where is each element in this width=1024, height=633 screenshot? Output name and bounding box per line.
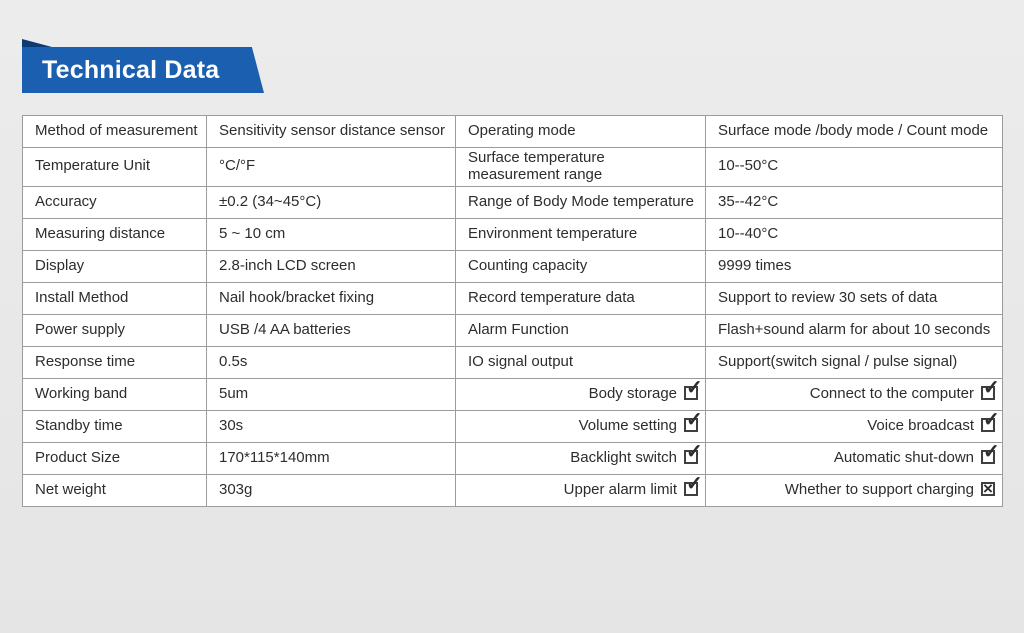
spec-value: 303g [206, 473, 456, 507]
checkbox-icon [981, 441, 1000, 464]
spec-label: Power supply [22, 313, 207, 347]
spec-label: Display [22, 249, 207, 283]
spec-label: Accuracy [22, 185, 207, 219]
spec-value: 2.8-inch LCD screen [206, 249, 456, 283]
spec-value: Support to review 30 sets of data [705, 281, 1003, 315]
feature-label: Automatic shut-down [833, 448, 974, 466]
spec-value: °C/°F [206, 147, 456, 187]
spec-label: Measuring distance [22, 217, 207, 251]
spec-label: Range of Body Mode temperature [455, 185, 706, 219]
spec-label: IO signal output [455, 345, 706, 379]
checkbox-icon [684, 377, 703, 400]
feature-cell: Voice broadcast [705, 409, 1003, 443]
feature-cell: Upper alarm limit [455, 473, 706, 507]
feature-cell: Volume setting [455, 409, 706, 443]
spec-value: 35--42°C [705, 185, 1003, 219]
spec-value: 10--40°C [705, 217, 1003, 251]
spec-value: USB /4 AA batteries [206, 313, 456, 347]
spec-label: Temperature Unit [22, 147, 207, 187]
spec-label: Product Size [22, 441, 207, 475]
spec-value: 10--50°C [705, 147, 1003, 187]
checkbox-icon [981, 409, 1000, 432]
feature-label: Upper alarm limit [563, 480, 677, 498]
table-row: Display 2.8-inch LCD screen Counting cap… [22, 249, 1003, 283]
page-title-text: Technical Data [42, 55, 220, 84]
spec-label: Method of measurement [22, 115, 207, 148]
table-row: Temperature Unit °C/°F Surface temperatu… [22, 147, 1003, 187]
table-row: Working band 5um Body storage Connect to… [22, 377, 1003, 411]
checkbox-icon [684, 441, 703, 464]
spec-value: Surface mode /body mode / Count mode [705, 115, 1003, 148]
spec-label: Surface temperature measurement range [455, 147, 706, 187]
spec-value: 30s [206, 409, 456, 443]
spec-label: Working band [22, 377, 207, 411]
feature-cell: Connect to the computer [705, 377, 1003, 411]
spec-value: Support(switch signal / pulse signal) [705, 345, 1003, 379]
spec-label: Response time [22, 345, 207, 379]
spec-label: Alarm Function [455, 313, 706, 347]
table-row: Power supply USB /4 AA batteries Alarm F… [22, 313, 1003, 347]
page-title: Technical Data [22, 47, 264, 93]
spec-value: 9999 times [705, 249, 1003, 283]
spec-value: 170*115*140mm [206, 441, 456, 475]
feature-label: Whether to support charging [784, 480, 974, 498]
spec-value: 0.5s [206, 345, 456, 379]
spec-value: 5 ~ 10 cm [206, 217, 456, 251]
table-row: Standby time 30s Volume setting Voice br… [22, 409, 1003, 443]
table-row: Response time 0.5s IO signal output Supp… [22, 345, 1003, 379]
table-row: Net weight 303g Upper alarm limit Whethe… [22, 473, 1003, 507]
checkbox-icon [684, 409, 703, 432]
checkbox-icon [981, 377, 1000, 400]
title-banner: Technical Data [22, 39, 264, 93]
spec-label: Record temperature data [455, 281, 706, 315]
table-row: Method of measurement Sensitivity sensor… [22, 115, 1003, 148]
feature-cell: Backlight switch [455, 441, 706, 475]
spec-value: ±0.2 (34~45°C) [206, 185, 456, 219]
table-row: Product Size 170*115*140mm Backlight swi… [22, 441, 1003, 475]
checkbox-icon [981, 479, 995, 498]
checkbox-icon [684, 473, 703, 496]
spec-label: Net weight [22, 473, 207, 507]
feature-label: Connect to the computer [809, 384, 974, 402]
feature-label: Voice broadcast [867, 416, 974, 434]
table-row: Accuracy ±0.2 (34~45°C) Range of Body Mo… [22, 185, 1003, 219]
feature-label: Volume setting [578, 416, 677, 434]
spec-value: Flash+sound alarm for about 10 seconds [705, 313, 1003, 347]
feature-label: Body storage [588, 384, 677, 402]
spec-value: Nail hook/bracket fixing [206, 281, 456, 315]
spec-label: Counting capacity [455, 249, 706, 283]
technical-data-table: Method of measurement Sensitivity sensor… [22, 115, 1003, 507]
feature-label: Backlight switch [570, 448, 677, 466]
spec-label: Environment temperature [455, 217, 706, 251]
banner-fold-icon [22, 39, 52, 47]
spec-label: Operating mode [455, 115, 706, 148]
feature-cell: Body storage [455, 377, 706, 411]
table-row: Measuring distance 5 ~ 10 cm Environment… [22, 217, 1003, 251]
spec-value: 5um [206, 377, 456, 411]
feature-cell: Automatic shut-down [705, 441, 1003, 475]
spec-value: Sensitivity sensor distance sensor [206, 115, 456, 148]
feature-cell: Whether to support charging [705, 473, 1003, 507]
spec-label: Install Method [22, 281, 207, 315]
spec-label: Standby time [22, 409, 207, 443]
table-row: Install Method Nail hook/bracket fixing … [22, 281, 1003, 315]
